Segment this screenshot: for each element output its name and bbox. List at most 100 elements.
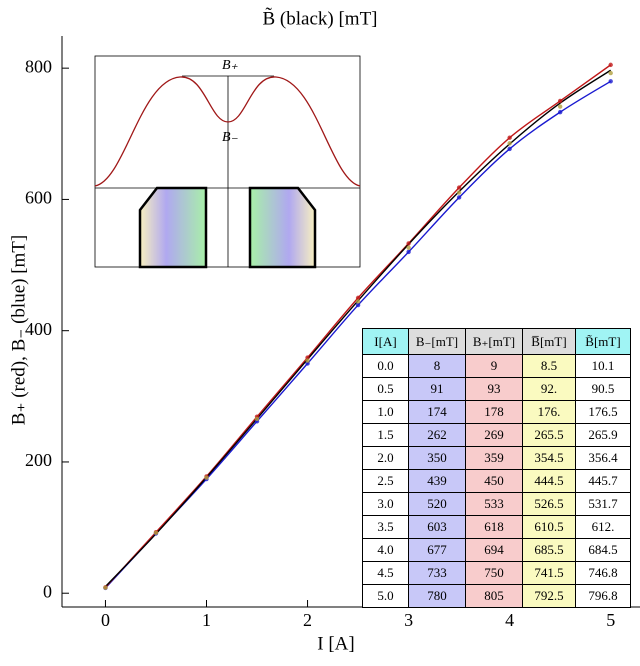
- table-cell: 533: [465, 492, 523, 516]
- table-row: 0.0 8 9 8.5 10.1: [362, 354, 631, 378]
- table-cell: 0.5: [362, 377, 409, 401]
- magnet-right: [248, 186, 317, 269]
- table-row: 4.5 733 750 741.5 746.8: [362, 561, 631, 585]
- table-header-cell: B̅[mT]: [522, 328, 576, 355]
- data-point: [103, 585, 108, 590]
- table-cell: 618: [465, 515, 523, 539]
- table-cell: 178: [465, 400, 523, 424]
- table-row: 2.5 439 450 444.5 445.7: [362, 469, 631, 493]
- data-point: [557, 104, 563, 109]
- table-cell: 2.5: [362, 469, 409, 493]
- table-cell: 741.5: [522, 561, 576, 585]
- data-point: [557, 98, 563, 104]
- table-row: 3.0 520 533 526.5 531.7: [362, 492, 631, 516]
- table-cell: 603: [408, 515, 466, 539]
- table-cell: 354.5: [522, 446, 576, 470]
- table-cell: 684.5: [575, 538, 631, 562]
- table-cell: 265.5: [522, 423, 576, 447]
- table-cell: 2.0: [362, 446, 409, 470]
- x-axis-label: I [A]: [317, 633, 354, 654]
- x-tick-label: 3: [404, 610, 413, 630]
- inset-curve: [94, 76, 361, 187]
- data-point: [557, 109, 563, 115]
- data-point: [355, 299, 361, 304]
- table-row: 4.0 677 694 685.5 684.5: [362, 538, 631, 562]
- table-header-cell: B₊[mT]: [465, 328, 523, 355]
- table-cell: 733: [408, 561, 466, 585]
- table-cell: 4.5: [362, 561, 409, 585]
- table-row: 2.0 350 359 354.5 356.4: [362, 446, 631, 470]
- table-header-row: I[A] B₋[mT] B₊[mT] B̅[mT] B̃[mT]: [362, 328, 631, 355]
- table-row: 3.5 603 618 610.5 612.: [362, 515, 631, 539]
- table-cell: 526.5: [522, 492, 576, 516]
- data-point: [204, 475, 209, 480]
- table-cell: 3.5: [362, 515, 409, 539]
- inset-label: B₊: [222, 58, 239, 73]
- data-table: I[A] B₋[mT] B₊[mT] B̅[mT] B̃[mT] 0.0 8 9 8.5 10.1…: [362, 328, 631, 608]
- data-point: [456, 190, 462, 195]
- table-cell: 9: [465, 354, 523, 378]
- data-point: [456, 185, 462, 190]
- table-cell: 93: [465, 377, 523, 401]
- y-axis-label: B₊ (red), B₋ (blue) [mT]: [8, 235, 29, 425]
- x-tick-label: 2: [303, 610, 312, 630]
- table-cell: 610.5: [522, 515, 576, 539]
- table-header-cell: B̃[mT]: [575, 328, 631, 355]
- table-cell: 91: [408, 377, 466, 401]
- table-cell: 350: [408, 446, 466, 470]
- table-cell: 5.0: [362, 584, 409, 608]
- table-cell: 176.5: [575, 400, 631, 424]
- data-point: [608, 79, 613, 84]
- y-tick-label: 400: [25, 319, 52, 339]
- table-cell: 805: [465, 584, 523, 608]
- y-tick-label: 800: [25, 56, 52, 76]
- table-cell: 685.5: [522, 538, 576, 562]
- data-point: [305, 358, 310, 363]
- table-cell: 520: [408, 492, 466, 516]
- magnet-left: [138, 186, 208, 269]
- table-cell: 780: [408, 584, 466, 608]
- y-tick-label: 0: [43, 581, 52, 601]
- data-point: [254, 416, 260, 422]
- table-row: 5.0 780 805 792.5 796.8: [362, 584, 631, 608]
- table-cell: 792.5: [522, 584, 576, 608]
- table-cell: 612.: [575, 515, 631, 539]
- table-cell: 450: [465, 469, 523, 493]
- table-cell: 1.5: [362, 423, 409, 447]
- table-cell: 10.1: [575, 354, 631, 378]
- data-point: [507, 135, 512, 140]
- table-cell: 694: [465, 538, 523, 562]
- table-cell: 439: [408, 469, 466, 493]
- x-tick-label: 5: [606, 610, 615, 630]
- table-header-cell: I[A]: [362, 328, 409, 355]
- y-tick-label: 200: [25, 450, 52, 470]
- data-point: [608, 70, 613, 76]
- table-cell: 445.7: [575, 469, 631, 493]
- table-cell: 269: [465, 423, 523, 447]
- table-cell: 531.7: [575, 492, 631, 516]
- table-header-cell: B₋[mT]: [408, 328, 466, 355]
- inset-frame: [94, 55, 361, 268]
- x-tick-label: 1: [202, 610, 211, 630]
- data-point: [608, 62, 613, 68]
- table-cell: 356.4: [575, 446, 631, 470]
- table-cell: 265.9: [575, 423, 631, 447]
- table-cell: 90.5: [575, 377, 631, 401]
- table-cell: 750: [465, 561, 523, 585]
- table-row: 1.0 174 178 176. 176.5: [362, 400, 631, 424]
- x-tick-label: 4: [505, 610, 514, 630]
- table-cell: 0.0: [362, 354, 409, 378]
- data-point: [406, 249, 411, 255]
- inset-label: B₋: [222, 130, 239, 145]
- table-cell: 677: [408, 538, 466, 562]
- inset-diagram: B₊ B₋: [94, 55, 361, 269]
- table-cell: 3.0: [362, 492, 409, 516]
- x-tick-label: 0: [101, 610, 110, 630]
- table-cell: 796.8: [575, 584, 631, 608]
- table-cell: 174: [408, 400, 466, 424]
- table-cell: 359: [465, 446, 523, 470]
- table-cell: 1.0: [362, 400, 409, 424]
- y-tick-label: 600: [25, 188, 52, 208]
